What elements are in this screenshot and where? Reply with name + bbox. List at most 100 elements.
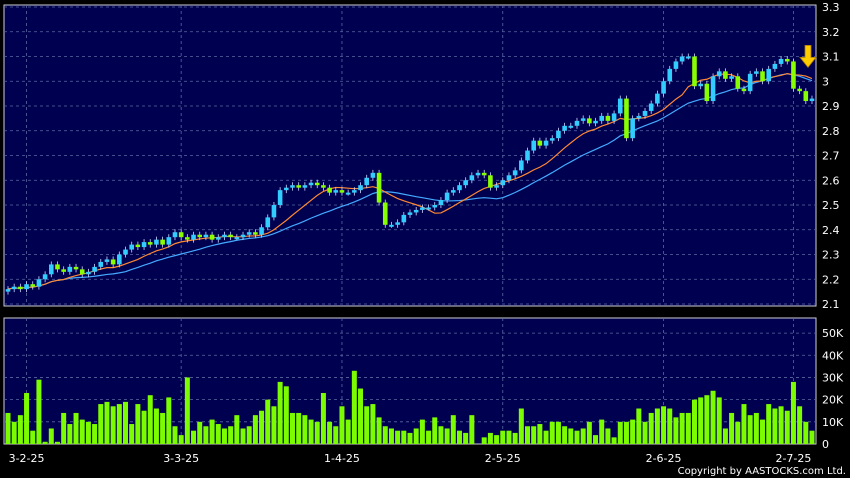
candle-body xyxy=(469,175,475,181)
candle-body xyxy=(203,234,209,238)
price-tick-label: 3.1 xyxy=(822,51,840,64)
candle-body xyxy=(117,254,122,265)
candle-body xyxy=(141,242,147,248)
date-tick-label: 3-3-25 xyxy=(163,452,199,465)
volume-bar xyxy=(574,430,580,444)
volume-bar xyxy=(79,419,85,444)
candle-body xyxy=(18,286,23,290)
volume-bar xyxy=(85,421,91,444)
volume-bar xyxy=(760,419,766,444)
price-tick-label: 2.8 xyxy=(822,125,840,138)
volume-tick-label: 20K xyxy=(822,394,844,407)
candle-body xyxy=(667,68,673,82)
candle-body xyxy=(531,140,536,151)
candle-body xyxy=(376,172,382,203)
candle-body xyxy=(580,118,586,121)
volume-bar xyxy=(67,424,73,444)
candle-body xyxy=(389,224,394,227)
candle-body xyxy=(314,182,320,186)
volume-bar xyxy=(17,415,23,444)
volume-bar xyxy=(364,406,370,444)
candle-body xyxy=(166,237,172,245)
volume-bar xyxy=(654,408,660,444)
candle-body xyxy=(568,125,574,128)
candle-body xyxy=(30,284,36,287)
ma-short-line xyxy=(7,72,813,290)
volume-bar xyxy=(135,404,141,444)
candle-body xyxy=(246,232,252,235)
candle-body xyxy=(92,266,97,272)
volume-bar xyxy=(308,419,314,444)
volume-bar xyxy=(265,399,271,444)
volume-bar xyxy=(358,388,364,444)
candle-body xyxy=(648,103,654,111)
candle-body xyxy=(494,185,499,188)
volume-bar xyxy=(753,412,759,444)
volume-bar xyxy=(525,426,531,444)
volume-bar xyxy=(289,412,295,444)
candle-body xyxy=(809,98,815,102)
volume-bar xyxy=(252,415,258,444)
volume-tick-label: 30K xyxy=(822,371,844,384)
volume-bar xyxy=(716,397,722,444)
copyright-notice: Copyright by AASTOCKS.com Ltd. xyxy=(678,466,846,477)
candle-body xyxy=(234,237,240,240)
candle-body xyxy=(104,259,110,262)
volume-bar xyxy=(302,415,308,444)
candle-body xyxy=(519,160,524,171)
candle-body xyxy=(24,284,29,290)
candle-body xyxy=(178,232,184,238)
candle-body xyxy=(729,76,734,79)
candle-body xyxy=(160,239,165,245)
candle-body xyxy=(395,222,400,225)
volume-bar xyxy=(450,415,456,444)
candle-body xyxy=(716,71,722,77)
volume-bar xyxy=(784,410,790,444)
candle-body xyxy=(463,180,468,186)
volume-bar xyxy=(36,379,42,444)
candle-body xyxy=(302,185,308,188)
volume-bar xyxy=(691,399,697,444)
candle-body xyxy=(587,118,592,124)
candle-body xyxy=(339,190,345,193)
candle-body xyxy=(79,269,85,275)
volume-bars xyxy=(5,370,815,444)
volume-bar xyxy=(221,428,227,444)
volume-bar xyxy=(339,406,345,444)
candle-body xyxy=(481,172,487,176)
volume-bar xyxy=(599,419,605,444)
volume-bar xyxy=(351,370,357,444)
candle-body xyxy=(240,234,246,238)
volume-bar xyxy=(487,432,493,444)
volume-bar xyxy=(160,412,166,444)
volume-bar xyxy=(172,426,178,444)
volume-bar xyxy=(228,426,234,444)
volume-bar xyxy=(382,426,388,444)
volume-bar xyxy=(803,421,809,444)
volume-bar xyxy=(314,421,320,444)
volume-bar xyxy=(648,412,654,444)
candle-body xyxy=(209,234,215,240)
date-tick-label: 1-4-25 xyxy=(324,452,360,465)
volume-bar xyxy=(283,386,289,444)
volume-bar xyxy=(123,401,129,444)
volume-bar xyxy=(611,437,617,444)
volume-bar xyxy=(370,404,376,444)
candle-body xyxy=(778,58,784,64)
volume-bar xyxy=(30,430,36,444)
candle-body xyxy=(55,264,60,270)
date-tick-label: 2-7-25 xyxy=(775,452,811,465)
volume-bar xyxy=(277,381,283,444)
volume-bar xyxy=(376,417,382,444)
candle-body xyxy=(364,177,370,186)
candle-body xyxy=(327,187,332,193)
date-tick-label: 2-6-25 xyxy=(646,452,682,465)
candle-body xyxy=(401,214,407,223)
volume-bar xyxy=(54,441,60,444)
candle-body xyxy=(772,63,778,69)
candle-body xyxy=(673,61,679,69)
volume-bar xyxy=(772,408,778,444)
candlesticks xyxy=(5,53,815,295)
candle-body xyxy=(803,91,809,102)
